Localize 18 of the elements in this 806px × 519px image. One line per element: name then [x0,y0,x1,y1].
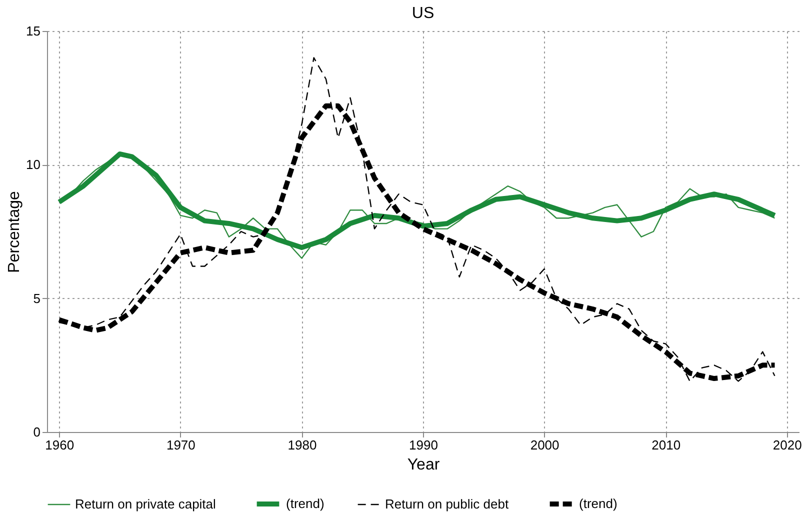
x-tick-label: 1970 [166,438,196,452]
x-tick-label: 1960 [45,438,74,452]
x-tick-label: 2010 [652,438,681,452]
x-axis-title: Year [407,456,440,474]
legend-label: Return on private capital [75,496,216,512]
x-tick-label: 2000 [530,438,560,452]
y-axis-title: Percentage [6,190,24,273]
x-tick-label: 1980 [288,438,317,452]
y-tick-label: 0 [33,424,40,440]
chart-title: US [412,5,434,22]
legend-label: Return on public debt [385,496,509,512]
y-tick-label: 15 [26,24,40,38]
y-tick-label: 5 [33,290,40,306]
legend-label: (trend) [286,496,324,511]
legend-label: (trend) [579,496,618,511]
x-tick-label: 2020 [772,438,802,452]
y-tick-label: 10 [26,157,40,172]
x-tick-label: 1990 [409,438,438,452]
